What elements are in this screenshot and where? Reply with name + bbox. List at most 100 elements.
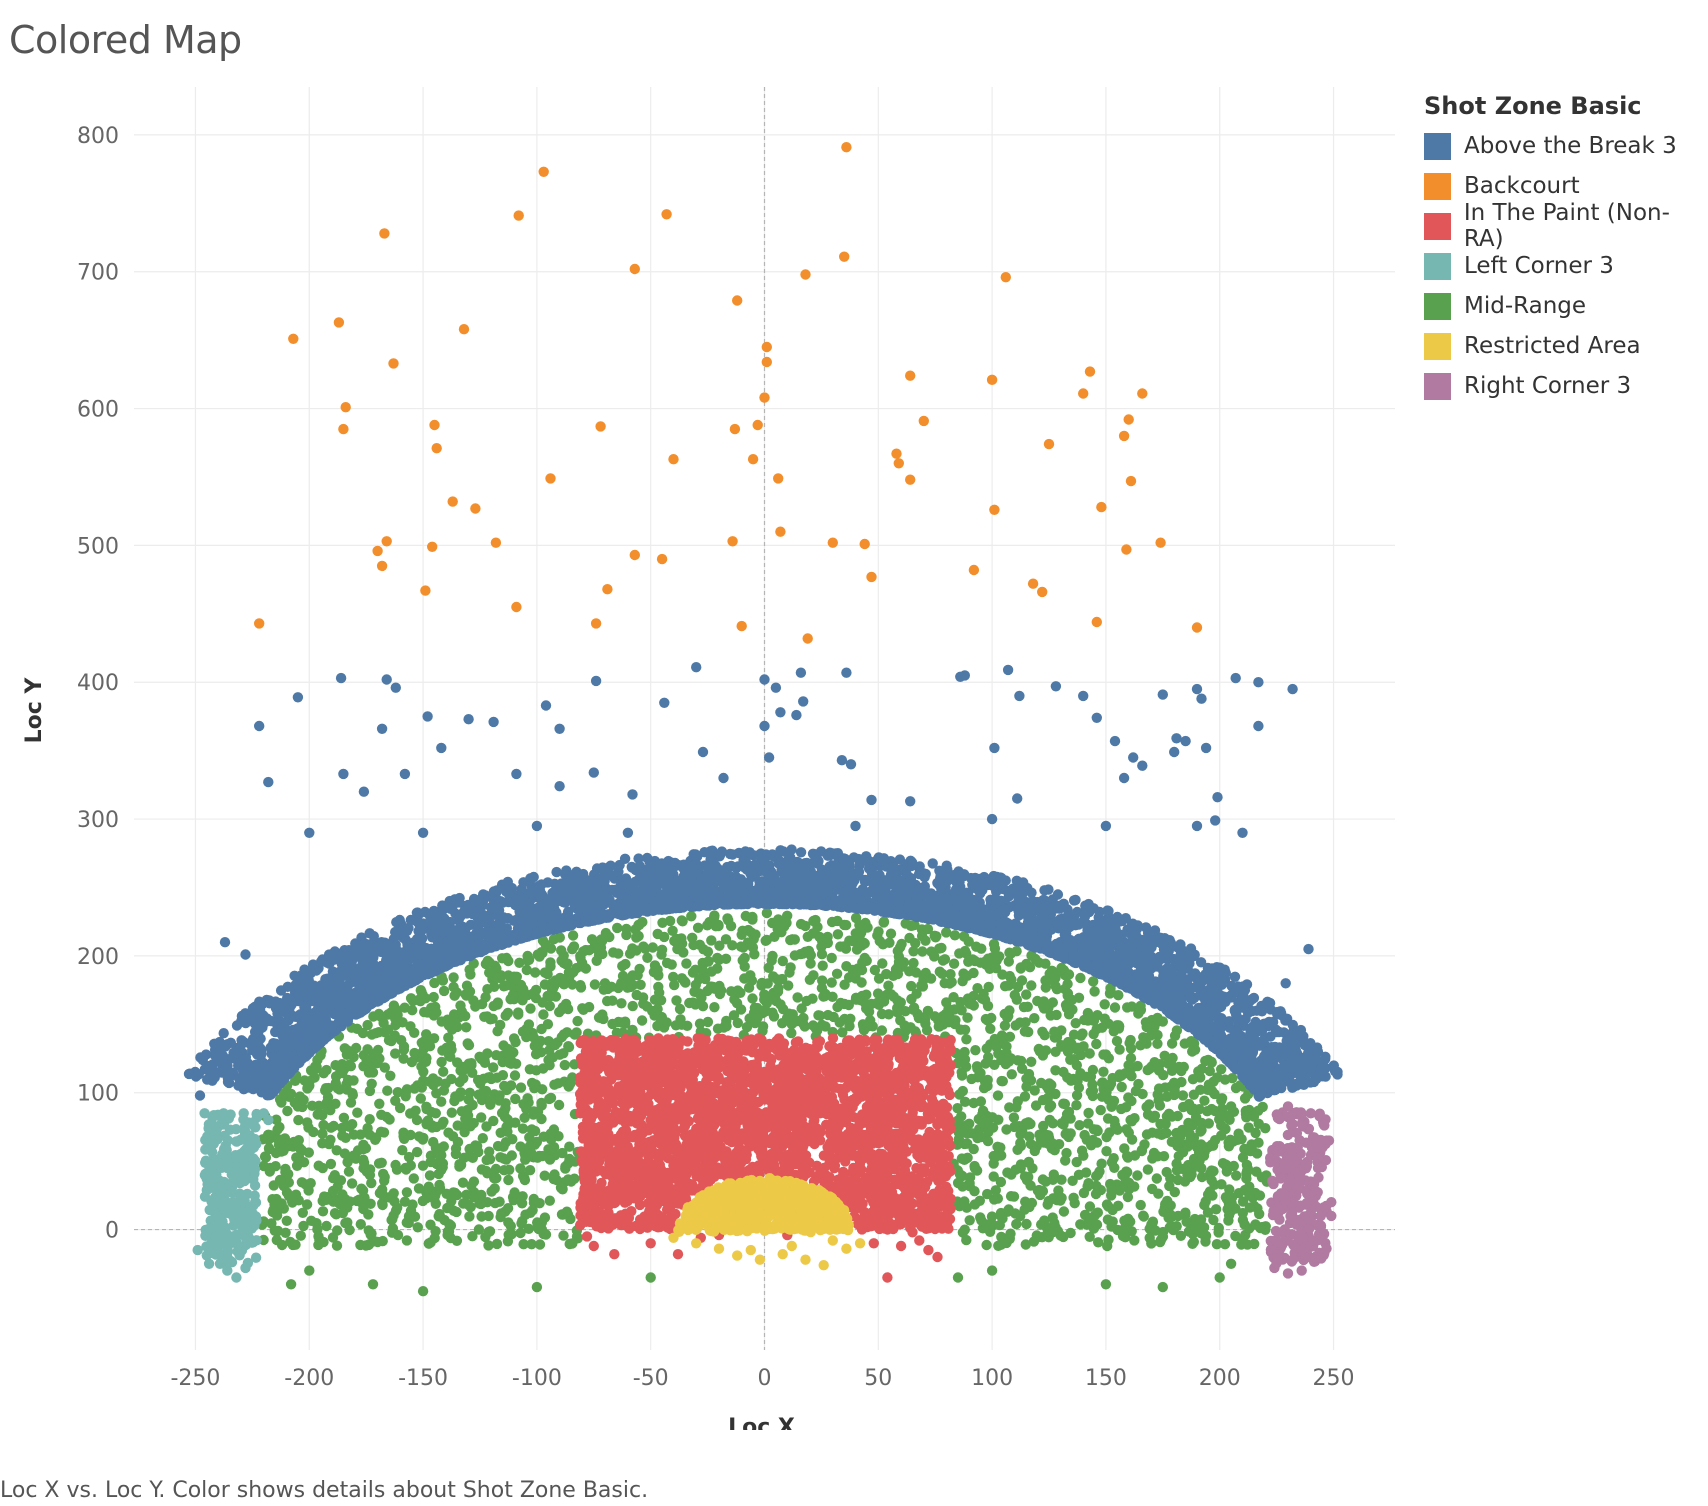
mid-range-point	[1127, 1001, 1137, 1011]
mid-range-point	[577, 958, 587, 968]
mid-range-point	[738, 955, 748, 965]
mid-range-point	[431, 1122, 441, 1132]
mid-range-point	[1161, 1128, 1171, 1138]
mid-range-point	[565, 1078, 575, 1088]
mid-range-point	[525, 1208, 535, 1218]
mid-range-point	[421, 1102, 431, 1112]
paint-point	[770, 1091, 780, 1101]
mid-range-point	[1195, 1085, 1205, 1095]
mid-range-point	[785, 962, 795, 972]
mid-range-point	[1102, 1199, 1112, 1209]
x-tick-label: 0	[758, 1366, 772, 1391]
mid-range-point	[908, 946, 918, 956]
paint-point	[916, 1065, 926, 1075]
mid-range-point	[860, 953, 870, 963]
paint-point	[616, 1187, 626, 1197]
mid-range-point	[459, 1127, 469, 1137]
mid-range-point	[653, 929, 663, 939]
mid-range-point	[414, 1183, 424, 1193]
mid-range-point	[960, 1225, 970, 1235]
mid-range-point	[950, 930, 960, 940]
mid-range-point	[492, 1026, 502, 1036]
mid-range-point	[613, 948, 623, 958]
mid-range-point	[264, 1143, 274, 1153]
mid-range-point	[1100, 1014, 1110, 1024]
mid-range-point	[1019, 1205, 1029, 1215]
mid-range-point	[337, 1189, 347, 1199]
mid-range-point	[877, 1009, 887, 1019]
mid-range-point	[920, 1019, 930, 1029]
mid-range-point	[365, 1114, 375, 1124]
mid-range-point	[607, 996, 617, 1006]
mid-range-point	[424, 1182, 434, 1192]
mid-range-point	[484, 1147, 494, 1157]
mid-range-point	[347, 1178, 357, 1188]
mid-range-point	[1215, 1272, 1225, 1282]
mid-range-point	[979, 1083, 989, 1093]
paint-point	[853, 1076, 863, 1086]
mid-range-point	[537, 997, 547, 1007]
mid-range-point	[490, 972, 500, 982]
mid-range-point	[1176, 1231, 1186, 1241]
mid-range-point	[1241, 1112, 1251, 1122]
mid-range-point	[1100, 999, 1110, 1009]
mid-range-point	[1038, 1174, 1048, 1184]
mid-range-point	[1201, 1196, 1211, 1206]
mid-range-point	[550, 1040, 560, 1050]
mid-range-point	[384, 1192, 394, 1202]
mid-range-point	[418, 1134, 428, 1144]
mid-range-point	[421, 1057, 431, 1067]
mid-range-point	[1024, 1069, 1034, 1079]
mid-range-point	[1011, 1102, 1021, 1112]
mid-range-point	[524, 1019, 534, 1029]
mid-range-point	[1167, 1038, 1177, 1048]
mid-range-point	[470, 1001, 480, 1011]
paint-point	[797, 1154, 807, 1164]
mid-range-point	[525, 1003, 535, 1013]
mid-range-point	[993, 1090, 1003, 1100]
y-tick-label: 600	[77, 398, 119, 423]
mid-range-point	[1007, 1069, 1017, 1079]
mid-range-point	[651, 965, 661, 975]
mid-range-point	[854, 920, 864, 930]
mid-range-point	[273, 1226, 283, 1236]
mid-range-point	[735, 988, 745, 998]
x-tick-label: -100	[512, 1366, 562, 1391]
mid-range-point	[1255, 1190, 1265, 1200]
mid-range-point	[518, 1239, 528, 1249]
mid-range-point	[642, 1001, 652, 1011]
mid-range-point	[1058, 1067, 1068, 1077]
mid-range-point	[1064, 969, 1074, 979]
mid-range-point	[535, 1239, 545, 1249]
mid-range-point	[985, 1024, 995, 1034]
mid-range-point	[998, 1076, 1008, 1086]
mid-range-point	[762, 908, 772, 918]
paint-point	[911, 1163, 921, 1173]
mid-range-point	[558, 1002, 568, 1012]
mid-range-point	[491, 1050, 501, 1060]
mid-range-point	[857, 940, 867, 950]
mid-range-point	[275, 1175, 285, 1185]
mid-range-point	[982, 1043, 992, 1053]
mid-range-point	[1156, 1235, 1166, 1245]
mid-range-point	[1253, 1106, 1263, 1116]
mid-range-point	[390, 1096, 400, 1106]
mid-range-point	[841, 920, 851, 930]
mid-range-point	[957, 1153, 967, 1163]
mid-range-point	[564, 1154, 574, 1164]
mid-range-point	[960, 1097, 970, 1107]
mid-range-point	[572, 1016, 582, 1026]
mid-range-point	[559, 950, 569, 960]
paint-point	[812, 1123, 822, 1133]
mid-range-point	[1049, 1169, 1059, 1179]
mid-range-point	[1132, 1170, 1142, 1180]
mid-range-point	[817, 949, 827, 959]
mid-range-point	[1224, 1210, 1234, 1220]
mid-range-point	[935, 967, 945, 977]
mid-range-point	[286, 1089, 296, 1099]
mid-range-point	[306, 1178, 316, 1188]
paint-point	[698, 1129, 708, 1139]
mid-range-point	[321, 1221, 331, 1231]
mid-range-point	[340, 1148, 350, 1158]
mid-range-point	[949, 959, 959, 969]
